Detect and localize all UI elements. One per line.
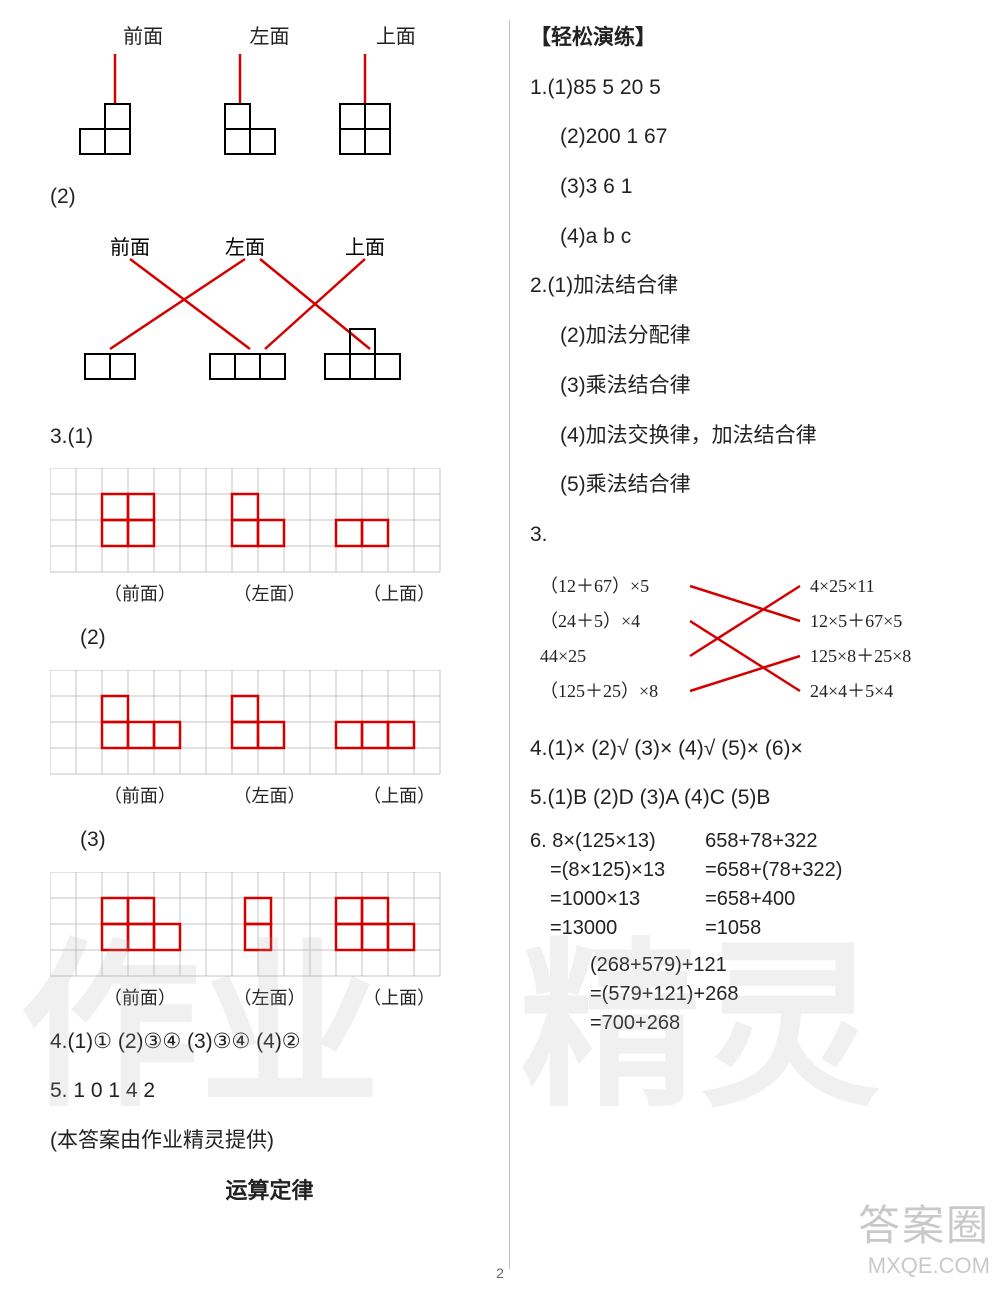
q2-label: (2) [50, 179, 489, 215]
grid3: （前面） （左面） （上面） [50, 872, 489, 1010]
credit-line: (本答案由作业精灵提供) [50, 1123, 489, 1159]
q6-a3: =1000×13 [530, 888, 665, 911]
svg-text:24×4＋5×4: 24×4＋5×4 [810, 681, 893, 701]
grid1-cap-top: （上面） [363, 580, 435, 606]
grid1-cap-left: （左面） [233, 580, 305, 606]
svg-text:12×5＋67×5: 12×5＋67×5 [810, 611, 902, 631]
q6-t2: =(579+121)+268 [590, 983, 970, 1006]
r-q1-3: (3)3 6 1 [530, 169, 970, 205]
svg-text:125×8＋25×8: 125×8＋25×8 [810, 646, 911, 666]
q6-t3: =700+268 [590, 1012, 970, 1035]
section-title: 运算定律 [50, 1173, 489, 1205]
grid1-cap-front: （前面） [104, 580, 176, 606]
r-q2-4: (4)加法交换律，加法结合律 [530, 418, 970, 454]
q6-colB: 658+78+322 =658+(78+322) =658+400 =1058 [705, 830, 842, 940]
svg-text:（12＋67）×5: （12＋67）×5 [540, 576, 649, 596]
q1-label-front: 前面 [123, 20, 163, 49]
q6-colA: 6. 8×(125×13) =(8×125)×13 =1000×13 =1300… [530, 830, 665, 940]
q6-tail: (268+579)+121 =(579+121)+268 =700+268 [530, 954, 970, 1035]
r-q2-2: (2)加法分配律 [530, 318, 970, 354]
grid3-cap-left: （左面） [233, 984, 305, 1010]
q1-label-top: 上面 [376, 20, 416, 49]
q6-b4: =1058 [705, 917, 842, 940]
svg-text:（24＋5）×4: （24＋5）×4 [540, 611, 640, 631]
r-q3-label: 3. [530, 517, 970, 553]
q2-lbl-top: 上面 [345, 236, 385, 259]
grid2-svg [50, 670, 442, 776]
q2-block: 前面 左面 上面 [50, 229, 489, 405]
r-q2-1: 2.(1)加法结合律 [530, 268, 970, 304]
q6-b2: =658+(78+322) [705, 859, 842, 882]
q2-svg: 前面 左面 上面 [50, 229, 430, 399]
q1-block: 前面 左面 上面 [50, 20, 489, 165]
q4-line: 4.(1)① (2)③④ (3)③④ (4)② [50, 1024, 489, 1060]
q5-line: 5. 1 0 1 4 2 [50, 1073, 489, 1109]
grid3-cap-top: （上面） [363, 984, 435, 1010]
q6-b1: 658+78+322 [705, 830, 842, 853]
grid2: （前面） （左面） （上面） [50, 670, 489, 808]
q6-b3: =658+400 [705, 888, 842, 911]
right-column: 【轻松演练】 1.(1)85 5 20 5 (2)200 1 67 (3)3 6… [530, 20, 970, 1269]
grid1-svg [50, 468, 442, 574]
r-q4: 4.(1)× (2)√ (3)× (4)√ (5)× (6)× [530, 731, 970, 767]
page: 前面 左面 上面 [0, 0, 1000, 1289]
q6-t1: (268+579)+121 [590, 954, 970, 977]
r-q1-4: (4)a b c [530, 219, 970, 255]
q2-lbl-front: 前面 [110, 236, 150, 259]
r-q5: 5.(1)B (2)D (3)A (4)C (5)B [530, 780, 970, 816]
grid3-svg [50, 872, 442, 978]
r-q2-3: (3)乘法结合律 [530, 368, 970, 404]
q1-label-left: 左面 [249, 20, 289, 49]
r-q2-5: (5)乘法结合律 [530, 467, 970, 503]
right-header: 【轻松演练】 [530, 20, 970, 56]
q3-match-svg: （12＋67）×5 （24＋5）×4 44×25 （125＋25）×8 4×25×11 1… [530, 567, 970, 717]
q6-a1: 6. 8×(125×13) [530, 830, 665, 853]
q3-3-label: (3) [50, 822, 489, 858]
column-divider [509, 20, 510, 1269]
grid2-cap-top: （上面） [363, 782, 435, 808]
svg-text:44×25: 44×25 [540, 646, 586, 666]
r-q1-1: 1.(1)85 5 20 5 [530, 70, 970, 106]
grid1: （前面） （左面） （上面） [50, 468, 489, 606]
left-column: 前面 左面 上面 [50, 20, 489, 1269]
q3-label: 3.(1) [50, 419, 489, 455]
r-q1-2: (2)200 1 67 [530, 119, 970, 155]
q3-2-label: (2) [50, 620, 489, 656]
r-q6: 6. 8×(125×13) =(8×125)×13 =1000×13 =1300… [530, 830, 970, 940]
q6-a2: =(8×125)×13 [530, 859, 665, 882]
svg-text:（125＋25）×8: （125＋25）×8 [540, 681, 658, 701]
page-number: 2 [496, 1265, 504, 1281]
grid3-cap-front: （前面） [104, 984, 176, 1010]
grid2-cap-left: （左面） [233, 782, 305, 808]
q1-svg [50, 49, 430, 159]
svg-text:4×25×11: 4×25×11 [810, 576, 875, 596]
q6-a4: =13000 [530, 917, 665, 940]
grid2-cap-front: （前面） [104, 782, 176, 808]
q2-lbl-left: 左面 [225, 236, 265, 259]
